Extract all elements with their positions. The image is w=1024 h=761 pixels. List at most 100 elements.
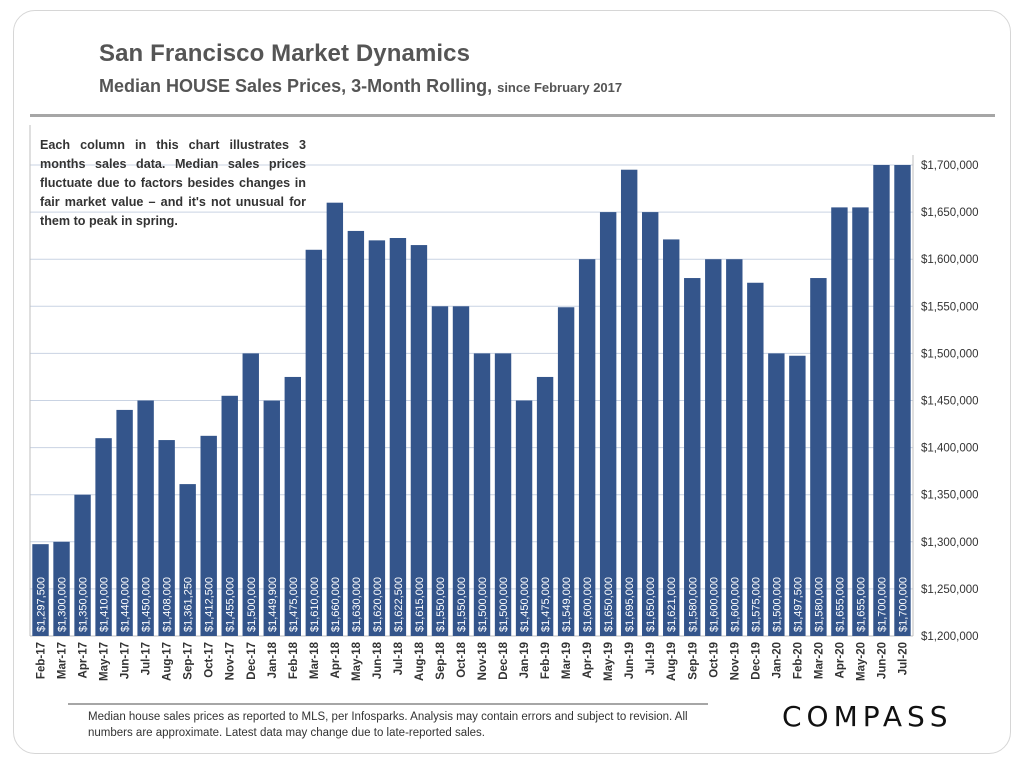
x-tick-label: Feb-18 [288,641,300,679]
x-tick-label: Nov-17 [225,642,237,680]
bar-value-label: $1,600,000 [582,577,594,632]
footer-divider [68,703,708,705]
footer-disclaimer: Median house sales prices as reported to… [88,711,688,739]
bar [557,307,575,636]
bar [74,494,91,636]
y-tick-label: $1,250,000 [921,584,979,596]
bar-value-label: $1,497,500 [792,577,804,632]
bar [95,438,112,636]
bar [578,259,596,636]
x-tick-label: Mar-20 [813,642,825,679]
x-tick-label: Jan-20 [771,642,783,678]
compass-logo: COMPASS [782,700,953,733]
bar [158,440,175,636]
bar-value-label: $1,650,000 [603,577,615,632]
bar [894,165,911,636]
x-tick-label: Aug-17 [162,642,174,681]
x-tick-label: Sep-18 [435,641,447,679]
bar-value-label: $1,440,000 [120,577,132,632]
bar-value-label: $1,475,000 [540,577,552,632]
x-tick-label: Feb-17 [36,642,48,679]
x-tick-label: Oct-19 [708,642,720,678]
bar-value-label: $1,700,000 [897,577,909,632]
bar [873,165,890,636]
bar [305,249,323,636]
x-tick-label: Dec-19 [750,642,762,680]
bar-value-label: $1,549,000 [561,577,573,632]
x-tick-label: Sep-19 [687,642,699,680]
bar [768,353,785,636]
x-tick-label: Feb-20 [792,642,804,679]
bar-value-label: $1,621,000 [666,577,678,632]
bar [684,278,701,636]
bar-value-label: $1,615,000 [414,577,426,632]
x-tick-label: Jan-18 [267,641,279,678]
bar-value-label: $1,620,000 [372,577,384,632]
x-tick-label: Nov-19 [729,642,741,680]
bar [515,400,533,636]
y-tick-label: $1,350,000 [921,490,979,502]
chart-note: Each column in this chart illustrates 3 … [40,138,306,228]
x-tick-label: May-18 [351,641,363,681]
bar-value-label: $1,450,000 [141,577,153,632]
x-tick-label: May-17 [99,642,111,681]
chart-subtitle: Median HOUSE Sales Prices, 3-Month Rolli… [99,76,622,97]
bar-value-label: $1,300,000 [57,577,69,632]
bar [789,355,806,636]
bar [473,353,491,636]
bar-value-label: $1,350,000 [78,577,90,632]
x-tick-label: Jun-17 [120,642,132,679]
y-tick-label: $1,450,000 [921,396,979,408]
bar [137,400,154,636]
y-tick-label: $1,300,000 [921,537,979,549]
bar [242,353,259,636]
bar-value-label: $1,500,000 [246,577,258,632]
bar-value-label: $1,630,000 [351,577,363,632]
bar-value-label: $1,610,000 [309,577,321,632]
bar [263,400,280,636]
bar [852,207,869,636]
chart-title: San Francisco Market Dynamics [99,40,471,67]
bar-value-label: $1,475,000 [288,577,300,632]
x-tick-label: Apr-19 [582,642,594,678]
title-divider [30,114,995,117]
bar [221,395,238,636]
x-tick-label: Apr-20 [834,642,846,678]
bar-value-label: $1,580,000 [813,577,825,632]
bar [599,212,617,636]
y-tick-label: $1,600,000 [921,254,979,266]
bar [726,259,743,636]
bar [747,282,764,636]
bar-value-label: $1,500,000 [771,577,783,632]
y-tick-label: $1,400,000 [921,443,979,455]
bar-value-label: $1,655,000 [855,577,867,632]
bar [368,240,386,637]
y-tick-label: $1,700,000 [921,160,979,172]
bar-value-label: $1,412,500 [204,577,216,632]
x-tick-label: Apr-18 [330,641,342,678]
bar [536,376,554,636]
bar [326,202,344,636]
bar-value-label: $1,655,000 [834,577,846,632]
bar [179,484,196,636]
bar-value-label: $1,450,000 [519,577,531,632]
subtitle-main: Median HOUSE Sales Prices, 3-Month Rolli… [99,76,493,96]
bar [347,230,365,636]
bar-value-label: $1,500,000 [498,577,510,632]
bar-value-label: $1,500,000 [477,577,489,632]
subtitle-date-range: since February 2017 [497,80,623,95]
y-tick-label: $1,500,000 [921,348,979,360]
x-tick-label: Aug-19 [666,642,678,681]
bar [410,245,428,636]
x-tick-label: Jul-18 [393,641,405,675]
bar-value-label: $1,600,000 [708,577,720,632]
x-tick-label: Mar-18 [309,641,321,679]
bar [620,169,638,636]
bar-value-label: $1,660,000 [330,577,342,632]
bar-value-label: $1,408,000 [162,577,174,632]
x-tick-label: Dec-18 [498,641,510,679]
x-tick-label: Feb-19 [540,642,552,679]
bar [642,212,659,636]
bar-value-label: $1,700,000 [876,577,888,632]
bar-value-label: $1,449,900 [267,577,279,632]
